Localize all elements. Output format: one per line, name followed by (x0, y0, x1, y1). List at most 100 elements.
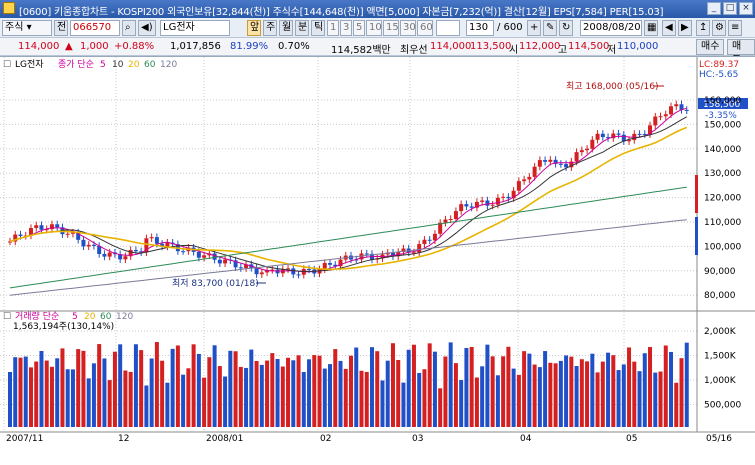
front-button[interactable]: 앞 (247, 20, 261, 36)
candle-body (553, 159, 558, 164)
ma-line (9, 116, 688, 272)
volume-bar (322, 368, 327, 427)
candle-body (616, 133, 621, 135)
candle-body (511, 190, 516, 199)
stock-code-input[interactable]: 066570 (70, 20, 120, 36)
minute-10-button[interactable]: 10 (366, 20, 382, 36)
candle-body (679, 104, 684, 110)
candle-body (611, 133, 616, 139)
stock-chart[interactable]: ☐ LG전자 종가 단순 5 10 20 60 120 LC:89.37 HC:… (0, 57, 755, 462)
period-input[interactable] (436, 20, 460, 36)
period-monthly-button[interactable]: 월 (279, 20, 293, 36)
volume-bar (91, 363, 96, 427)
market-all-button[interactable]: 전 (54, 20, 68, 36)
price-tick-label: 150,000 (704, 120, 741, 130)
scroll-indicator-up (695, 175, 698, 213)
volume-bar (485, 344, 490, 427)
search-icon[interactable]: ⌕ (122, 20, 136, 36)
volume-bar (333, 349, 338, 427)
candle-body (506, 196, 511, 199)
speaker-icon[interactable]: ◀) (138, 20, 156, 36)
maximize-button[interactable]: □ (723, 2, 737, 15)
volume-label: 거래량 단순 (15, 310, 59, 322)
price-tick-label: 130,000 (704, 169, 741, 179)
minute-15-button[interactable]: 15 (383, 20, 399, 36)
volume-bar (202, 377, 207, 427)
candle-body (291, 268, 296, 275)
candle-body (149, 237, 154, 239)
tool-icon[interactable]: ✎ (543, 20, 557, 36)
candle-body (223, 259, 228, 264)
prev-icon[interactable]: ◀ (662, 20, 676, 36)
period-tick-button[interactable]: 틱 (311, 20, 325, 36)
period-minute-button[interactable]: 분 (295, 20, 309, 36)
buy-button[interactable]: 매수 (696, 39, 725, 55)
minimize-button[interactable]: _ (707, 2, 721, 15)
candle-body (642, 133, 647, 135)
refresh-icon[interactable]: ↻ (559, 20, 573, 36)
volume-bar (275, 359, 280, 427)
candle-body (296, 274, 301, 276)
candle-body (522, 179, 527, 182)
volume-bar (600, 361, 605, 427)
period-weekly-button[interactable]: 주 (263, 20, 277, 36)
minute-60-button[interactable]: 60 (417, 20, 433, 36)
volume-bar (196, 353, 201, 427)
volume-bar (621, 364, 626, 427)
candle-body (270, 269, 275, 271)
next-icon[interactable]: ▶ (678, 20, 692, 36)
candle-body (585, 148, 590, 151)
candle-body (637, 133, 642, 135)
price-tick-label: 140,000 (704, 145, 741, 155)
close-button[interactable]: × (739, 2, 753, 15)
volume-bar (495, 375, 500, 427)
volume-bar (474, 377, 479, 427)
volume-bar (181, 374, 186, 427)
date-tick-label: 03 (412, 434, 423, 444)
date-tick-label: 2008/01 (206, 434, 243, 444)
date-tick-label: 02 (320, 434, 331, 444)
count-input[interactable]: 130 (466, 20, 494, 36)
candle-body (648, 125, 653, 135)
high-price: 114,500 (568, 41, 610, 52)
volume-bar (532, 364, 537, 427)
candle-body (244, 264, 249, 269)
volume-bar (679, 358, 684, 427)
minute-3-button[interactable]: 3 (340, 20, 352, 36)
settings-icon[interactable]: ⚙ (712, 20, 726, 36)
best-label: 최우선 (400, 45, 428, 56)
volume-bar (76, 349, 81, 427)
volume-bar (280, 366, 285, 427)
volume-bar (207, 357, 212, 427)
calendar-icon[interactable]: ▦ (644, 20, 658, 36)
minute-30-button[interactable]: 30 (400, 20, 416, 36)
volume-bar (175, 345, 180, 427)
volume-bar (307, 359, 312, 427)
list-icon[interactable]: ≡ (728, 20, 742, 36)
chart-area[interactable]: ☐ LG전자 종가 단순 5 10 20 60 120 LC:89.37 HC:… (0, 56, 755, 461)
volume-bar (569, 356, 574, 427)
volume-bar (658, 371, 663, 427)
minute-1-button[interactable]: 1 (327, 20, 339, 36)
volume-bar (359, 370, 364, 427)
candle-body (600, 133, 605, 138)
candle-body (133, 250, 138, 252)
candle-body (165, 242, 170, 247)
volume-bar (564, 355, 569, 427)
sell-button[interactable]: 매도 (727, 39, 755, 66)
ma-20-label: 20 (128, 60, 140, 70)
zoom-icon[interactable]: + (527, 20, 541, 36)
candle-body (70, 232, 75, 234)
candle-body (65, 233, 70, 235)
market-select[interactable]: 주식 ▾ (2, 20, 52, 36)
volume-bar (548, 362, 553, 427)
pin-icon[interactable]: ↥ (696, 20, 710, 36)
volume-bar (590, 353, 595, 427)
date-input[interactable]: 2008/08/20 (580, 20, 642, 36)
candle-body (322, 263, 327, 270)
volume-bar (249, 349, 254, 427)
minute-5-button[interactable]: 5 (353, 20, 365, 36)
candle-body (44, 229, 49, 231)
volume-bar (606, 352, 611, 427)
